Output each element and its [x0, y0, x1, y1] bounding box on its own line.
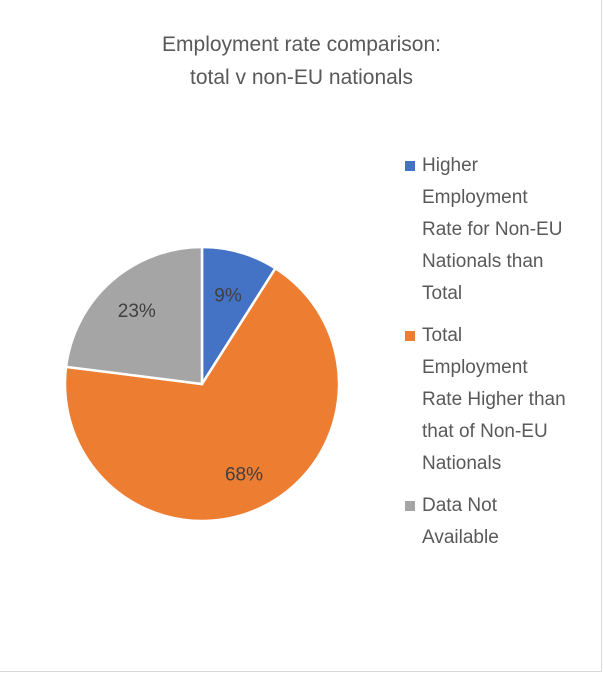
- legend-line: Higher: [422, 155, 478, 176]
- pie-slice-label-0: 9%: [214, 286, 242, 307]
- legend-line: Nationals: [422, 453, 502, 474]
- legend-line: Employment: [422, 357, 528, 378]
- pie-slice-label-2: 23%: [118, 301, 156, 322]
- pie-slice-2: [64, 245, 204, 386]
- pie-slice-label-1: 68%: [225, 464, 263, 485]
- legend-line: Rate Higher than: [422, 389, 566, 410]
- legend-line: that of Non-EU: [422, 421, 548, 442]
- legend-line: Employment: [422, 187, 528, 208]
- legend-swatch-gray: [405, 501, 415, 511]
- legend-line: Nationals than: [422, 251, 544, 272]
- legend-label-total-higher: Total Employment Rate Higher than that o…: [422, 320, 597, 480]
- chart-title: Employment rate comparison: total v non-…: [0, 28, 603, 94]
- legend-swatch-blue: [405, 161, 415, 171]
- legend-item-data-not-available: Data Not Available: [405, 490, 600, 554]
- legend-swatch-orange: [405, 331, 415, 341]
- legend-line: Rate for Non-EU: [422, 219, 563, 240]
- legend-line: Total: [422, 283, 463, 304]
- legend-item-total-higher: Total Employment Rate Higher than that o…: [405, 320, 600, 480]
- chart-legend: Higher Employment Rate for Non-EU Nation…: [405, 150, 600, 564]
- legend-line: Available: [422, 527, 499, 548]
- legend-line: Data Not: [422, 495, 497, 516]
- chart-title-line-2: total v non-EU nationals: [190, 66, 413, 89]
- legend-item-higher-non-eu: Higher Employment Rate for Non-EU Nation…: [405, 150, 600, 310]
- chart-title-line-1: Employment rate comparison:: [162, 33, 441, 56]
- legend-label-data-not-available: Data Not Available: [422, 490, 597, 554]
- legend-line: Total: [422, 325, 463, 346]
- legend-label-higher-non-eu: Higher Employment Rate for Non-EU Nation…: [422, 150, 597, 310]
- pie-slice-1: [63, 266, 341, 523]
